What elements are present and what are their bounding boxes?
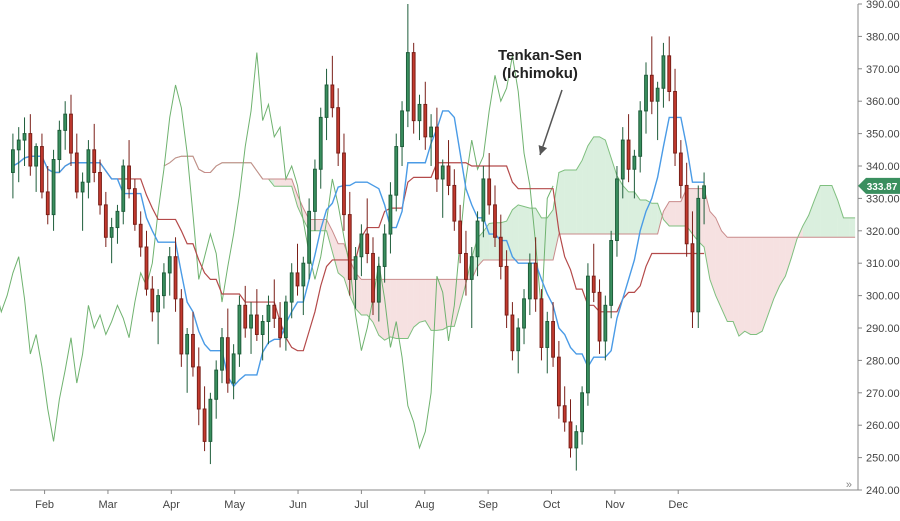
x-tick-label: Sep bbox=[478, 499, 498, 511]
y-tick-label: 350.00 bbox=[866, 129, 900, 141]
chikou-span bbox=[0, 53, 553, 448]
y-tick-label: 330.00 bbox=[866, 193, 900, 205]
x-tick-label: Jul bbox=[354, 499, 368, 511]
y-tick-label: 360.00 bbox=[866, 96, 900, 108]
y-tick-label: 250.00 bbox=[866, 453, 900, 465]
candlesticks bbox=[12, 4, 706, 471]
y-tick-label: 300.00 bbox=[866, 291, 900, 303]
x-tick-label: May bbox=[224, 499, 245, 511]
y-tick-label: 340.00 bbox=[866, 161, 900, 173]
y-tick-label: 310.00 bbox=[866, 258, 900, 270]
y-tick-label: 240.00 bbox=[866, 485, 900, 497]
y-tick-label: 290.00 bbox=[866, 323, 900, 335]
x-tick-label: Dec bbox=[668, 499, 688, 511]
annotation-line-2: (Ichimoku) bbox=[502, 65, 578, 82]
price-tag-value: 333.87 bbox=[867, 182, 898, 193]
y-tick-label: 270.00 bbox=[866, 388, 900, 400]
x-tick-label: Jun bbox=[289, 499, 307, 511]
y-tick-label: 380.00 bbox=[866, 31, 900, 43]
y-tick-label: 370.00 bbox=[866, 64, 900, 76]
scroll-right-icon: » bbox=[846, 479, 852, 491]
annotation-arrow bbox=[540, 90, 562, 155]
x-tick-label: Nov bbox=[605, 499, 625, 511]
x-tick-label: Mar bbox=[98, 499, 117, 511]
x-tick-label: Feb bbox=[35, 499, 54, 511]
x-tick-label: Apr bbox=[163, 499, 180, 511]
x-tick-label: Oct bbox=[543, 499, 560, 511]
y-tick-label: 320.00 bbox=[866, 226, 900, 238]
x-tick-label: Aug bbox=[415, 499, 435, 511]
annotation-line-1: Tenkan-Sen bbox=[498, 47, 582, 64]
y-tick-label: 260.00 bbox=[866, 420, 900, 432]
ichimoku-candlestick-chart: 240.00 250.00 260.00 270.00 280.00 290.00 300.… bbox=[0, 0, 900, 521]
y-tick-label: 280.00 bbox=[866, 355, 900, 367]
y-tick-label: 390.00 bbox=[866, 0, 900, 11]
chart-svg: 240.00 250.00 260.00 270.00 280.00 290.00 300.… bbox=[0, 0, 900, 521]
